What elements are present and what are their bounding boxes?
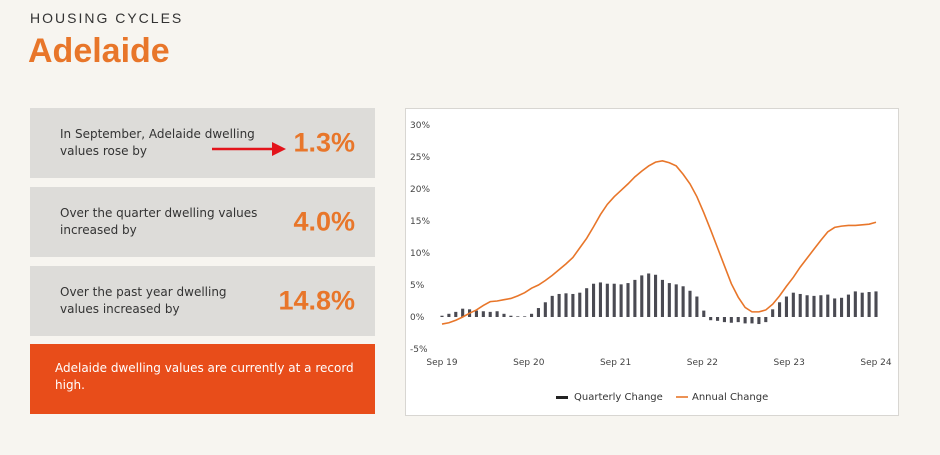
x-tick-label: Sep 23 <box>774 358 805 368</box>
stat-card-text: Over the past year dwelling values incre… <box>60 285 227 316</box>
quarterly-change-bar <box>874 291 878 317</box>
annual-change-line <box>441 160 877 325</box>
quarterly-change-bar <box>695 296 699 317</box>
callout-text: Adelaide dwelling values are currently a… <box>55 361 354 392</box>
stat-card-year: Over the past year dwelling values incre… <box>30 266 375 336</box>
quarterly-change-bar <box>702 310 706 317</box>
quarterly-change-bar <box>612 283 616 317</box>
quarterly-change-bar <box>660 279 664 317</box>
y-tick-label: 25% <box>410 153 430 163</box>
quarterly-change-bar <box>867 292 871 317</box>
stat-card-value: 4.0% <box>293 206 355 237</box>
quarterly-change-bar <box>860 292 864 317</box>
quarterly-change-bar <box>798 293 802 317</box>
quarterly-change-bar <box>557 293 561 317</box>
quarterly-change-bar <box>736 317 740 323</box>
quarterly-change-bar <box>447 313 451 317</box>
quarterly-change-bar <box>709 317 713 321</box>
quarterly-change-bar <box>461 308 465 317</box>
x-tick-label: Sep 19 <box>426 358 458 368</box>
quarterly-change-bar <box>495 311 499 317</box>
quarterly-change-bar <box>805 295 809 317</box>
housing-cycle-chart: 30% 25% 20% 15% 10% 5% 0% -5% Sep 19 Sep 20 Sep 21… <box>405 108 899 416</box>
quarterly-change-bar <box>819 295 823 317</box>
quarterly-change-bar <box>592 283 596 317</box>
quarterly-change-bar <box>812 295 816 317</box>
quarterly-change-bar <box>791 292 795 317</box>
x-tick-label: Sep 24 <box>860 358 892 368</box>
stat-card-text: Over the quarter dwelling values increas… <box>60 206 258 237</box>
y-tick-label: 5% <box>410 281 425 291</box>
quarterly-change-bar <box>619 284 623 317</box>
quarterly-change-bar <box>509 315 513 317</box>
quarterly-change-bar <box>681 286 685 317</box>
y-tick-label: -5% <box>410 345 428 355</box>
legend-swatch-quarterly <box>556 396 568 399</box>
quarterly-change-bar <box>826 294 830 317</box>
stat-card-value: 1.3% <box>293 127 355 158</box>
quarterly-change-bar <box>716 317 720 321</box>
quarterly-change-bar <box>626 283 630 317</box>
quarterly-change-bar <box>633 279 637 317</box>
quarterly-change-bar <box>543 302 547 317</box>
stat-card-month: In September, Adelaide dwelling values r… <box>30 108 375 178</box>
quarterly-change-bar <box>488 311 492 317</box>
chart-svg: 30% 25% 20% 15% 10% 5% 0% -5% Sep 19 Sep 20 Sep 21… <box>410 121 892 403</box>
y-tick-label: 0% <box>410 313 425 323</box>
quarterly-change-bar <box>605 283 609 317</box>
quarterly-change-bar <box>757 317 761 325</box>
quarterly-change-bar <box>530 313 534 317</box>
quarterly-change-bar <box>571 293 575 317</box>
quarterly-change-bar <box>564 293 568 317</box>
quarterly-change-bar <box>667 283 671 317</box>
quarterly-change-bar <box>771 309 775 317</box>
page-title: Adelaide <box>28 32 170 70</box>
quarterly-change-bar <box>440 315 444 317</box>
quarterly-change-bar <box>722 317 726 323</box>
quarterly-change-bar <box>523 316 527 317</box>
x-tick-label: Sep 22 <box>687 358 718 368</box>
quarterly-change-bar <box>474 310 478 317</box>
quarterly-change-bar <box>750 317 754 324</box>
quarterly-change-bar <box>654 274 658 317</box>
quarterly-change-bar <box>578 292 582 317</box>
quarterly-change-bar <box>502 313 506 317</box>
section-kicker: HOUSING CYCLES <box>30 10 184 26</box>
quarterly-change-bar <box>454 311 458 317</box>
quarterly-change-bar <box>585 288 589 317</box>
quarterly-change-bar <box>598 282 602 317</box>
stat-card-quarter: Over the quarter dwelling values increas… <box>30 187 375 257</box>
x-tick-label: Sep 20 <box>513 358 545 368</box>
x-tick-label: Sep 21 <box>600 358 631 368</box>
record-high-callout: Adelaide dwelling values are currently a… <box>30 344 375 414</box>
quarterly-change-bar <box>536 308 540 317</box>
quarterly-change-bar <box>481 311 485 317</box>
stat-card-text: In September, Adelaide dwelling values r… <box>60 127 255 158</box>
y-tick-label: 30% <box>410 121 430 131</box>
y-tick-label: 15% <box>410 217 430 227</box>
stat-card-value: 14.8% <box>278 285 355 316</box>
quarterly-change-bar <box>516 316 520 317</box>
y-tick-label: 20% <box>410 185 430 195</box>
quarterly-change-bar <box>743 317 747 324</box>
quarterly-change-bar <box>550 295 554 317</box>
quarterly-change-bar <box>778 302 782 317</box>
quarterly-change-bar <box>846 294 850 317</box>
y-tick-label: 10% <box>410 249 430 259</box>
quarterly-change-bar <box>688 290 692 317</box>
quarterly-change-bar <box>833 298 837 317</box>
quarterly-change-bar <box>674 284 678 317</box>
legend-label-annual: Annual Change <box>692 392 768 403</box>
quarterly-change-bar <box>640 275 644 317</box>
quarterly-change-bar <box>729 317 733 323</box>
red-arrow-icon <box>212 142 286 156</box>
quarterly-change-bar <box>784 296 788 317</box>
quarterly-change-bar <box>853 291 857 317</box>
quarterly-change-bar <box>840 297 844 317</box>
legend-label-quarterly: Quarterly Change <box>574 392 663 403</box>
quarterly-change-bar <box>764 317 768 323</box>
quarterly-change-bar <box>647 273 651 317</box>
